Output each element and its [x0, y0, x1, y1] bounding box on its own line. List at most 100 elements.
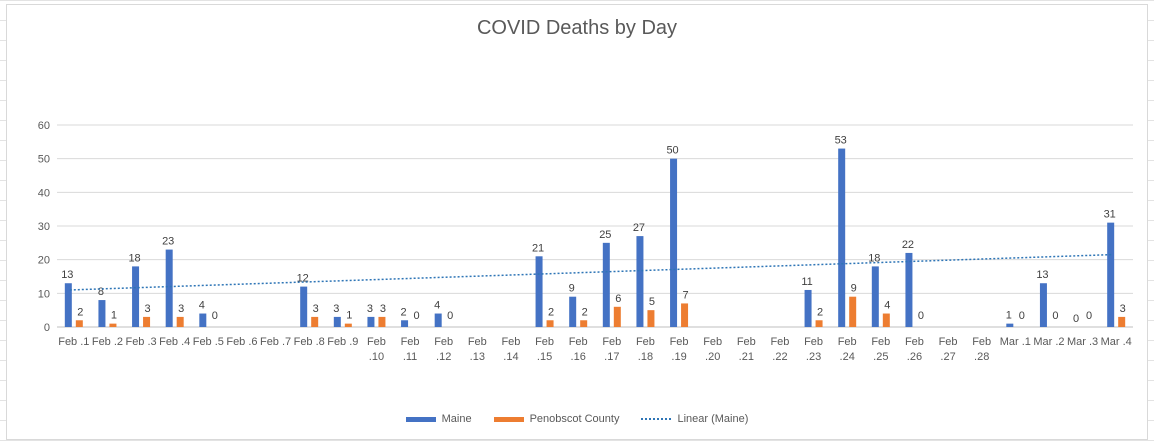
bar-maine [165, 249, 173, 327]
bar-maine [871, 266, 879, 327]
data-label: 0 [414, 310, 420, 322]
x-tick-label: Feb .20 [703, 336, 722, 363]
x-tick-label: Feb .24 [838, 336, 857, 363]
legend-item-trendline: Linear (Maine) [641, 413, 748, 425]
bar-penobscot [815, 320, 823, 327]
bar-maine [199, 313, 207, 327]
data-label: 0 [447, 310, 453, 322]
legend-item-penobscot: Penobscot County [493, 413, 619, 425]
bar-maine [804, 289, 812, 327]
data-label: 53 [835, 135, 847, 147]
bar-maine [569, 296, 577, 327]
data-label: 6 [615, 293, 621, 305]
x-tick-label: Feb .4 [159, 336, 190, 348]
x-tick-label: Feb .25 [871, 336, 890, 363]
bar-maine [670, 158, 678, 327]
chart-area[interactable] [6, 4, 1148, 440]
y-tick-label: 60 [38, 120, 50, 132]
bar-penobscot [613, 306, 621, 327]
data-label: 50 [666, 145, 678, 157]
bar-penobscot [1118, 316, 1126, 327]
y-tick-label: 0 [44, 322, 50, 334]
data-label: 13 [1036, 269, 1048, 281]
y-tick-label: 10 [38, 288, 50, 300]
data-label: 23 [162, 236, 174, 248]
x-tick-label: Feb .22 [770, 336, 789, 363]
legend: Maine Penobscot County Linear (Maine) [0, 413, 1154, 425]
data-label: 11 [801, 276, 812, 288]
bar-maine [333, 316, 341, 327]
data-label: 3 [367, 303, 373, 315]
data-label: 1 [111, 310, 117, 322]
x-tick-label: Feb .16 [569, 336, 588, 363]
bar-penobscot [109, 323, 117, 327]
bar-penobscot [75, 320, 83, 327]
bar-penobscot [849, 296, 857, 327]
data-label: 1 [346, 310, 352, 322]
bar-penobscot [344, 323, 352, 327]
data-label: 2 [401, 306, 407, 318]
x-tick-label: Feb .5 [193, 336, 224, 348]
bar-penobscot [143, 316, 151, 327]
x-tick-label: Mar .2 [1033, 336, 1064, 348]
bar-maine [132, 266, 140, 327]
x-tick-label: Feb .11 [401, 336, 420, 363]
x-tick-label: Feb .14 [501, 336, 520, 363]
x-tick-label: Feb .23 [804, 336, 823, 363]
x-tick-label: Feb .26 [905, 336, 924, 363]
data-label: 3 [313, 303, 319, 315]
x-tick-label: Feb .10 [367, 336, 386, 363]
bar-penobscot [580, 320, 588, 327]
data-label: 0 [212, 310, 218, 322]
data-label: 2 [77, 306, 83, 318]
x-tick-label: Mar .3 [1067, 336, 1098, 348]
chart-title: COVID Deaths by Day [476, 17, 678, 39]
x-tick-label: Mar .4 [1101, 336, 1132, 348]
bar-maine [367, 316, 375, 327]
data-label: 27 [633, 222, 645, 234]
bar-maine [64, 283, 72, 327]
bar-maine [1006, 323, 1014, 327]
data-label: 31 [1104, 209, 1116, 221]
data-label: 22 [902, 239, 914, 251]
x-tick-label: Feb .17 [602, 336, 621, 363]
data-label: 7 [683, 289, 689, 301]
data-label: 0 [918, 310, 924, 322]
y-tick-label: 20 [38, 255, 50, 267]
x-tick-label: Feb .19 [670, 336, 689, 363]
x-tick-label: Feb .13 [468, 336, 487, 363]
legend-item-maine: Maine [405, 413, 472, 425]
y-tick-label: 30 [38, 221, 50, 233]
bar-maine [636, 236, 644, 327]
x-tick-label: Feb .8 [294, 336, 325, 348]
data-label: 4 [199, 300, 205, 312]
bar-maine [98, 300, 106, 327]
data-label: 0 [1073, 313, 1079, 325]
x-tick-label: Feb .2 [92, 336, 123, 348]
bar-maine [434, 313, 442, 327]
data-label: 21 [532, 242, 544, 254]
bar-maine [838, 148, 846, 327]
data-label: 2 [817, 306, 823, 318]
x-tick-label: Feb .3 [125, 336, 156, 348]
data-label: 0 [1086, 310, 1092, 322]
data-label: 18 [128, 252, 140, 264]
data-label: 18 [868, 252, 880, 264]
bar-penobscot [378, 316, 386, 327]
bar-maine [1039, 283, 1047, 327]
legend-swatch-maine [405, 416, 436, 422]
x-tick-label: Feb .18 [636, 336, 655, 363]
y-tick-label: 40 [38, 187, 50, 199]
data-label: 3 [1120, 303, 1126, 315]
legend-label-trendline: Linear (Maine) [677, 413, 749, 425]
bar-penobscot [647, 310, 655, 327]
legend-label-maine: Maine [441, 413, 472, 425]
x-tick-label: Feb .12 [434, 336, 453, 363]
bar-penobscot [681, 303, 689, 327]
data-label: 1 [1006, 310, 1012, 322]
x-tick-label: Feb .21 [737, 336, 756, 363]
trendline [69, 253, 1113, 291]
data-label: 3 [333, 303, 339, 315]
data-label: 2 [582, 306, 588, 318]
bar-penobscot [311, 316, 319, 327]
